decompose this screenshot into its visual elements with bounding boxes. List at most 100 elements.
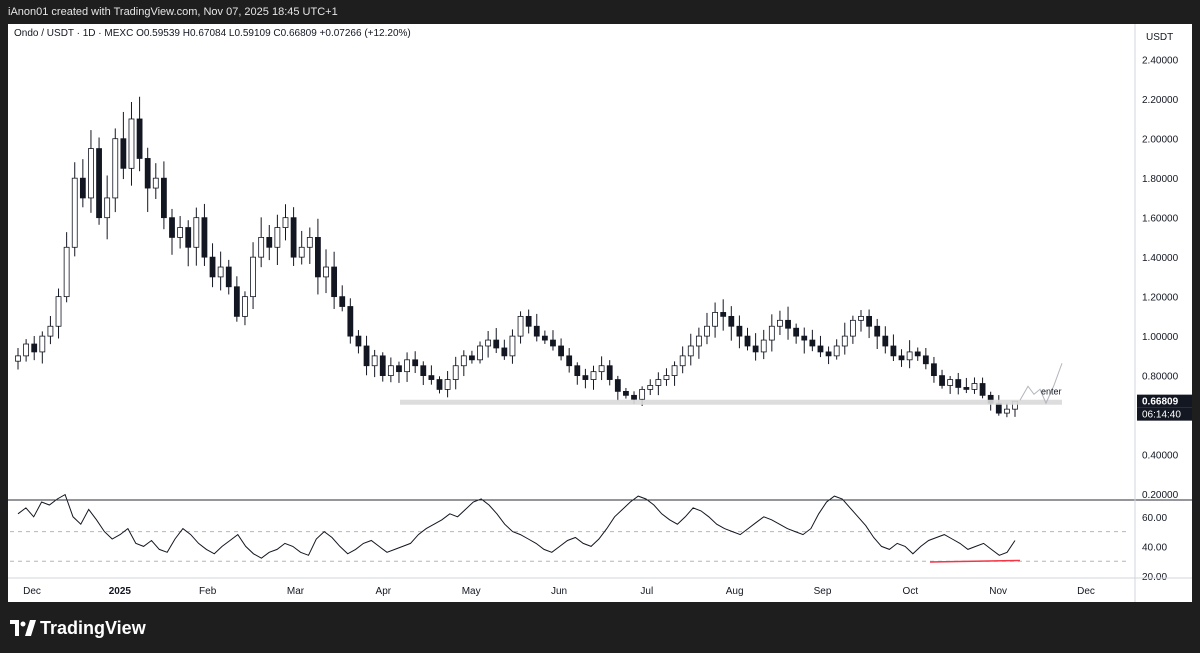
- candle-body: [47, 325, 54, 337]
- candle-body: [217, 266, 224, 278]
- time-tick-label: May: [462, 586, 481, 597]
- candle-body: [88, 148, 94, 199]
- candle-body: [963, 387, 970, 390]
- candle-body: [939, 375, 945, 386]
- candle-body: [282, 217, 289, 228]
- candle-body: [96, 148, 102, 219]
- price-tick-label: 0.80000: [1142, 372, 1179, 383]
- candle-body: [315, 237, 321, 278]
- candle-body: [931, 363, 937, 377]
- candle-body: [606, 365, 613, 380]
- candle-body: [161, 177, 167, 219]
- candle-body: [404, 359, 410, 373]
- top-bar: iAnon01 created with TradingView.com, No…: [0, 0, 1200, 24]
- candle-body: [720, 312, 727, 317]
- time-tick-label: Nov: [989, 586, 1007, 597]
- candle-body: [858, 315, 864, 321]
- candle-body: [760, 339, 767, 353]
- price-tick-label: 2.40000: [1142, 56, 1179, 67]
- candle-body: [914, 351, 921, 357]
- candle-body: [558, 345, 564, 357]
- candle-body: [809, 339, 816, 347]
- creator-credit: iAnon01 created with TradingView.com, No…: [8, 6, 338, 18]
- candle-body: [849, 319, 856, 337]
- candle-body: [647, 385, 654, 390]
- candle-body: [460, 355, 467, 367]
- candle-body: [493, 339, 500, 349]
- candle-body: [841, 335, 848, 347]
- candle-body: [906, 351, 913, 361]
- candle-body: [574, 365, 581, 377]
- last-price-label: 0.66809: [1142, 397, 1179, 408]
- candle-body: [517, 315, 524, 337]
- candle-body: [736, 325, 743, 337]
- candle-body: [63, 246, 70, 298]
- candle-body: [898, 355, 905, 361]
- candle-body: [144, 158, 151, 189]
- time-tick-label: Sep: [814, 586, 832, 597]
- price-tick-label: 0.40000: [1142, 451, 1179, 462]
- candle-body: [39, 335, 46, 353]
- candle-body: [785, 319, 791, 329]
- countdown-label: 06:14:40: [1142, 410, 1181, 421]
- candle-body: [890, 345, 897, 357]
- price-tick-label: 1.20000: [1142, 293, 1179, 304]
- candle-body: [477, 345, 483, 361]
- rsi-divergence-line: [929, 559, 1021, 563]
- time-tick-label: Mar: [287, 586, 305, 597]
- candle-body: [201, 217, 208, 258]
- chart-frame: [8, 24, 1192, 602]
- price-tick-label: 2.00000: [1142, 135, 1179, 146]
- candle-body: [712, 312, 718, 327]
- candle-body: [193, 217, 200, 248]
- candle-body: [31, 343, 38, 353]
- candle-body: [396, 365, 402, 373]
- candle-body: [266, 237, 273, 248]
- candle-body: [582, 375, 589, 380]
- price-tick-label: 2.20000: [1142, 95, 1179, 106]
- candle-body: [550, 339, 556, 347]
- candle-body: [566, 355, 573, 367]
- candle-body: [55, 296, 62, 327]
- symbol-legend: Ondo / USDT · 1D · MEXC O0.59539 H0.6708…: [14, 28, 411, 39]
- candle-body: [631, 394, 637, 400]
- candle-body: [355, 335, 362, 347]
- candle-body: [728, 315, 735, 327]
- candle-body: [104, 197, 111, 219]
- candle-body: [112, 138, 119, 199]
- candle-body: [501, 347, 508, 357]
- rsi-line: [17, 493, 1016, 559]
- time-tick-label: Aug: [726, 586, 744, 597]
- candle-body: [695, 335, 702, 347]
- candle-body: [866, 315, 872, 327]
- currency-label: USDT: [1146, 32, 1173, 43]
- candle-body: [209, 256, 216, 278]
- projection-path: [1019, 363, 1063, 405]
- candle-body: [485, 339, 492, 347]
- candle-body: [777, 319, 783, 327]
- candle-body: [922, 355, 929, 365]
- candle-body: [128, 118, 135, 169]
- candle-body: [598, 365, 605, 373]
- candle-body: [768, 325, 775, 341]
- candle-body: [23, 343, 30, 357]
- price-tick-label: 1.00000: [1142, 332, 1179, 343]
- time-tick-label: Feb: [199, 586, 217, 597]
- candle-body: [671, 365, 678, 377]
- price-tick-label: 1.80000: [1142, 174, 1179, 185]
- candle-body: [120, 138, 127, 169]
- candle-body: [947, 379, 954, 386]
- support-zone: [400, 399, 1062, 405]
- candle-body: [298, 246, 305, 258]
- footer-bar: TradingView: [0, 604, 1200, 653]
- candle-body: [428, 375, 435, 380]
- last-price-badge: [1137, 394, 1192, 408]
- candle-body: [663, 375, 670, 380]
- candle-body: [971, 383, 978, 390]
- candle-body: [185, 227, 192, 248]
- candle-body: [874, 325, 881, 337]
- time-tick-label: Jul: [640, 586, 653, 597]
- candle-body: [1003, 408, 1010, 414]
- candle-body: [306, 237, 313, 248]
